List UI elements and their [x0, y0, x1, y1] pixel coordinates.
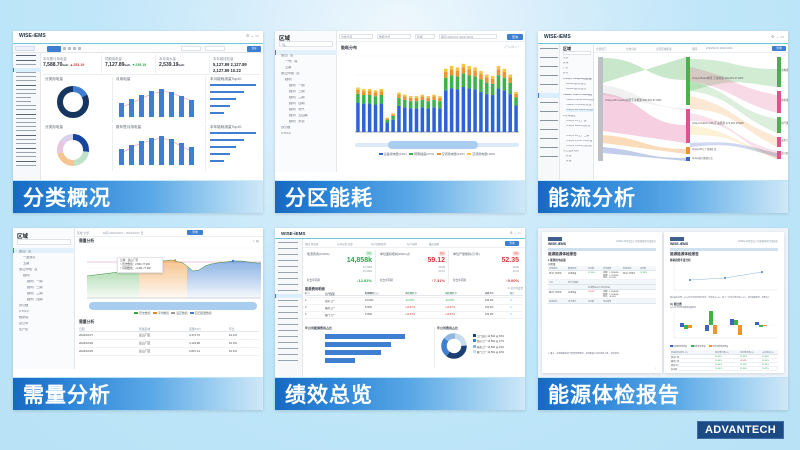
svg-text:Unisys Public Utility汇总能源 174,: Unisys Public Utility汇总能源 174,291.37kWh — [692, 121, 744, 125]
svg-text:其它能源 56,291.37kWh: 其它能源 56,291.37kWh — [781, 151, 788, 155]
svg-text:用水能源 171,291.37kWh: 用水能源 171,291.37kWh — [781, 98, 788, 102]
svg-text:天然气 66,291.37kWh: 天然气 66,291.37kWh — [781, 138, 788, 142]
svg-text:Unisys RF工厂能源汇总: Unisys RF工厂能源汇总 — [692, 147, 717, 151]
svg-text:Unisys Board用区 汇总能源 304,291.37: Unisys Board用区 汇总能源 304,291.37 kWh — [692, 76, 744, 80]
svg-text:Unisys RF Factory用区汇总能源 590,30: Unisys RF Factory用区汇总能源 590,301.37 kWh — [605, 98, 662, 102]
svg-text:用气能源 171,291.37kWh: 用气能源 171,291.37kWh — [781, 121, 788, 125]
svg-text:用电能源 206,291.37kWh: 用电能源 206,291.37kWh — [781, 68, 788, 72]
svg-text:Unisys其它能源汇总: Unisys其它能源汇总 — [692, 156, 713, 160]
